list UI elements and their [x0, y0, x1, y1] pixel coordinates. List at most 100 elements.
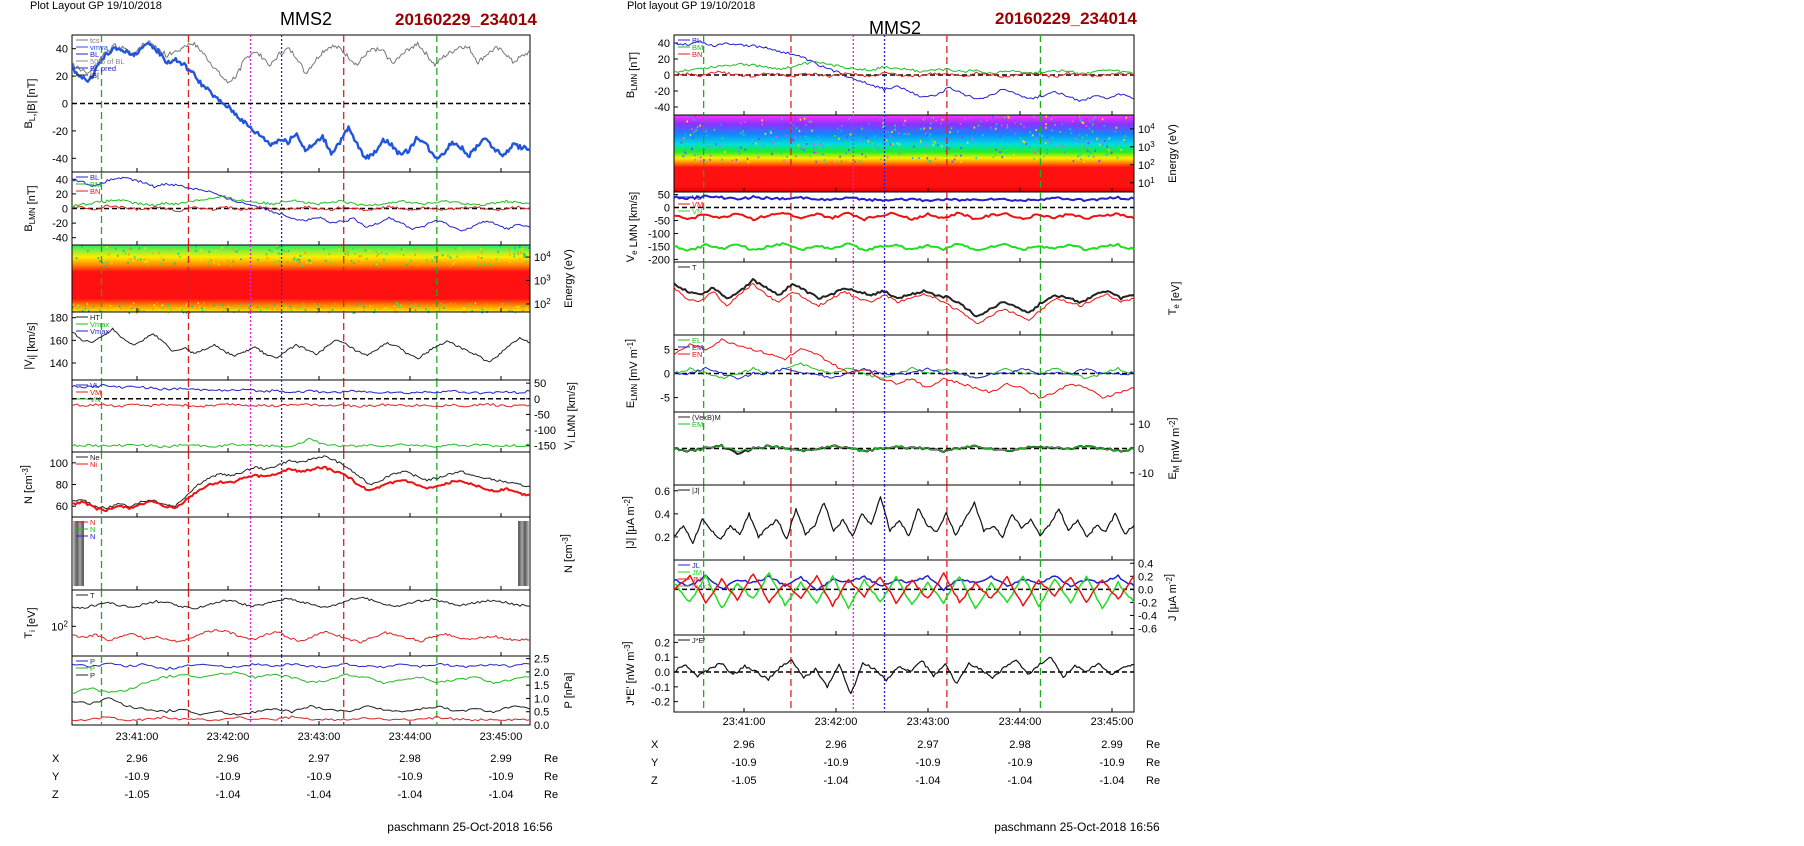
spectrogram-pixel — [281, 247, 284, 250]
spectrogram-pixel — [1005, 149, 1008, 152]
spectrogram-pixel — [517, 250, 519, 253]
spectrogram-pixel — [959, 144, 961, 147]
spectrogram-pixel — [969, 116, 971, 119]
spectrogram-pixel — [283, 255, 286, 258]
spectrogram-pixel — [951, 160, 954, 163]
spectrogram-pixel — [122, 249, 125, 252]
spectrogram-pixel — [237, 248, 240, 251]
spectrogram-pixel — [896, 142, 899, 145]
spectrogram-pixel — [361, 258, 363, 261]
spectrogram-pixel — [527, 247, 530, 250]
spectrogram-pixel — [904, 119, 906, 122]
spectrogram-pixel — [508, 309, 511, 312]
spectrogram-pixel — [744, 148, 746, 151]
spectrogram-pixel — [1000, 120, 1003, 123]
spectrogram-pixel — [930, 122, 932, 125]
spectrogram-pixel — [414, 253, 416, 256]
spectrogram-pixel — [210, 305, 213, 308]
spectrogram-pixel — [409, 259, 412, 262]
spectrogram-pixel — [801, 132, 804, 135]
ephemeris-value: -10.9 — [488, 771, 513, 783]
spectrogram-pixel — [996, 143, 999, 146]
spectrogram-pixel — [798, 130, 801, 133]
spectrogram-pixel — [883, 125, 886, 128]
spectrogram-pixel — [437, 249, 440, 252]
spectrogram-pixel — [90, 306, 92, 309]
spectrogram-pixel — [1125, 116, 1128, 119]
spectrogram-pixel — [1084, 146, 1086, 149]
spectrogram-pixel — [828, 147, 831, 150]
spectrogram-pixel — [362, 309, 365, 312]
spectrogram-pixel — [438, 306, 441, 309]
spectrogram-pixel — [813, 146, 815, 149]
legend-label: VN — [90, 395, 100, 404]
spectrogram-pixel — [723, 150, 726, 153]
spectrogram-pixel — [1072, 159, 1075, 162]
spectrogram-pixel — [296, 258, 299, 261]
spectrogram-pixel — [1078, 115, 1081, 118]
spectrogram-pixel — [77, 304, 80, 307]
spectrogram-pixel — [790, 156, 793, 159]
spectrogram-pixel — [1048, 155, 1050, 158]
spectrogram-pixel — [416, 264, 418, 267]
spectrogram-pixel — [923, 127, 925, 130]
y-tick-label: 50 — [658, 190, 670, 202]
series-line — [673, 194, 1135, 203]
spectrogram-pixel — [374, 308, 376, 311]
spectrogram-pixel — [861, 127, 863, 130]
spectrogram-pixel — [501, 303, 504, 306]
spectrogram-pixel — [941, 118, 944, 121]
panel: N [cm-3] NNN — [71, 516, 575, 591]
spectrogram-pixel — [525, 260, 527, 263]
legend-label: VM — [692, 200, 703, 209]
spectrogram-pixel — [1089, 120, 1091, 123]
time-axis-right: 23:41:00 23:42:00 23:43:00 23:44:00 23:4… — [723, 716, 1134, 728]
spectrogram-pixel — [1102, 140, 1105, 143]
y-tick-label: 2.0 — [534, 667, 549, 679]
spectrogram-pixel — [920, 119, 923, 122]
spectrogram-pixel — [757, 156, 760, 159]
spectrogram-pixel — [265, 253, 268, 256]
spectrogram-pixel — [1045, 115, 1048, 118]
spectrogram-pixel — [837, 127, 839, 130]
panel: Te [eV] T — [673, 261, 1182, 336]
y-tick-label: 50 — [534, 378, 546, 390]
spectrogram-pixel — [884, 130, 887, 133]
spectrogram-pixel — [700, 159, 702, 162]
spectrogram-pixel — [771, 153, 773, 156]
spectrogram-pixel — [699, 124, 701, 127]
spectrogram-pixel — [132, 302, 135, 305]
ephemeris-unit: Re — [544, 753, 558, 765]
spectrogram-pixel — [929, 160, 932, 163]
legend-label: Ne — [90, 453, 100, 462]
spectrogram-pixel — [946, 155, 948, 158]
spectrogram-pixel — [155, 306, 158, 309]
spectrogram-pixel — [680, 141, 683, 144]
axis-label: Vi LMN [km/s] — [563, 382, 578, 450]
spectrogram-pixel — [1001, 124, 1003, 127]
ephemeris-label: X — [52, 753, 60, 765]
y-tick-label: 0.0 — [1138, 584, 1153, 596]
spectrogram-pixel — [271, 310, 274, 313]
spectrogram-pixel — [1013, 153, 1015, 156]
time-tick: 23:42:00 — [207, 731, 250, 743]
spectrogram-pixel — [101, 261, 104, 264]
spectrogram-pixel — [1080, 158, 1082, 161]
legend-label: HT — [90, 313, 100, 322]
spectrogram-pixel — [849, 122, 852, 125]
spectrogram-pixel — [350, 259, 353, 262]
spectrogram-pixel — [449, 264, 451, 267]
spectrogram-pixel — [1035, 128, 1037, 131]
spectrogram-pixel — [813, 144, 815, 147]
spectrogram-pixel — [225, 246, 227, 249]
spectrogram-pixel — [143, 258, 146, 261]
spectrogram-pixel — [1006, 124, 1009, 127]
spectrogram-pixel — [1023, 125, 1025, 128]
spectrogram-pixel — [808, 120, 810, 123]
spectrogram-pixel — [807, 137, 809, 140]
panel: 10 0 -10 EM [mW m-2] (VexB)MEM — [673, 411, 1182, 486]
spectrogram-pixel — [986, 140, 989, 143]
spectrogram-pixel — [925, 144, 927, 147]
spectrogram-pixel — [526, 307, 528, 310]
spectrogram-pixel — [495, 258, 497, 261]
